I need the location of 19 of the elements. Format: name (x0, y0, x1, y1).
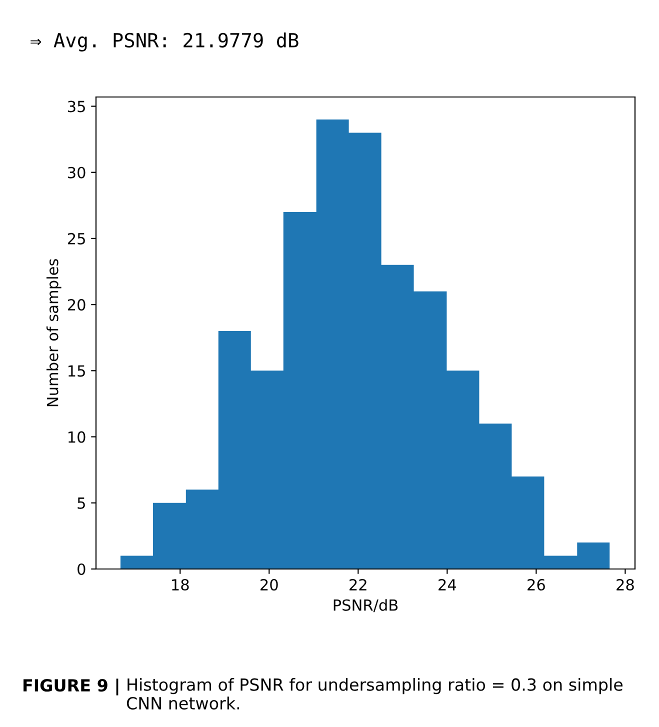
y-tick-label: 15 (68, 365, 85, 377)
x-tick-label: 20 (260, 578, 278, 591)
x-tick-label: 24 (438, 578, 456, 590)
y-tick-label: 30 (68, 166, 86, 178)
x-tick-label: 26 (528, 578, 545, 591)
chart-title: ⇒ Avg. PSNR: 21.9779 dB (30, 32, 298, 52)
y-tick-label: 0 (78, 563, 86, 576)
text: Histogram of PSNR for undersampling ratio = 0.3 on simple CNN network. (126, 678, 623, 710)
x-tick-label: 22 (350, 578, 366, 590)
y-tick-label: 10 (68, 431, 86, 443)
y-tick-label: 25 (68, 232, 85, 244)
y-tick-label: 35 (68, 100, 85, 112)
x-tick-label: 18 (172, 578, 189, 591)
x-axis-title: PSNR/dB (334, 599, 398, 612)
y-axis-title: Number of samples (46, 259, 62, 406)
x-tick-label: 28 (616, 578, 634, 591)
y-tick-label: 5 (78, 498, 85, 509)
caption: FIGURE 9 | (24, 678, 118, 696)
y-tick-label: 20 (68, 299, 86, 311)
